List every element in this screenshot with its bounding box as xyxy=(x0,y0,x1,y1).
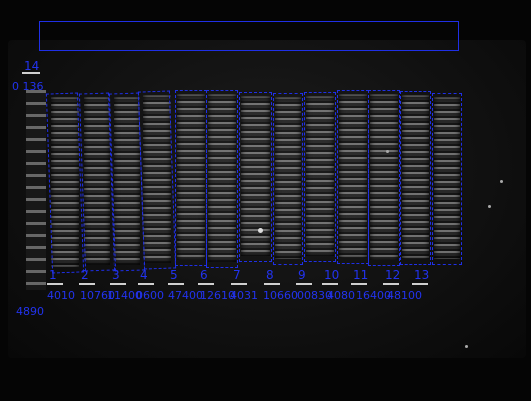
lane-6-bands xyxy=(208,94,236,262)
lane-4-tick xyxy=(138,283,154,285)
lane-10-volume: 4080 xyxy=(327,289,355,302)
lane-5-tick xyxy=(168,283,184,285)
speck xyxy=(500,180,503,183)
lane-13-bands xyxy=(434,97,460,259)
lane-6-roi[interactable] xyxy=(206,90,238,268)
lane-8-bands xyxy=(275,97,301,259)
lane-9-roi[interactable] xyxy=(304,92,336,262)
lane-1-number: 1 xyxy=(49,268,57,282)
speck xyxy=(465,345,468,348)
speck xyxy=(258,228,263,233)
lane-4-bands xyxy=(143,95,171,263)
bg-tick xyxy=(22,72,40,74)
speck xyxy=(386,150,389,153)
lane-1-volume: 4010 xyxy=(47,289,75,302)
lane-5-volume: 47400 xyxy=(168,289,203,302)
bg-roi-value: 0 136 xyxy=(12,80,44,93)
lane-11-tick xyxy=(351,283,367,285)
lane-3-bands xyxy=(114,97,140,265)
lane-9-tick xyxy=(296,283,312,285)
lane-10-bands xyxy=(339,94,367,258)
lane-9-bands xyxy=(306,96,334,256)
lane-11-volume: 16400 xyxy=(356,289,391,302)
lane-8-roi[interactable] xyxy=(273,93,303,265)
lane-2-bands xyxy=(84,97,110,265)
lane-10-number: 10 xyxy=(324,268,340,282)
lane-10-tick xyxy=(322,283,338,285)
lane-12-volume: 48100 xyxy=(387,289,422,302)
lane-3-tick xyxy=(110,283,126,285)
lane-11-roi[interactable] xyxy=(368,90,400,266)
lane-7-bands xyxy=(241,96,270,256)
lane-5-roi[interactable] xyxy=(175,90,207,266)
bg-roi-label: 14 xyxy=(24,59,40,73)
lane-1-bands xyxy=(51,97,79,267)
lane-3-volume: 11400 xyxy=(107,289,142,302)
lane-6-number: 6 xyxy=(200,268,208,282)
ladder-value: 4890 xyxy=(16,305,44,318)
lane-9-volume: 00830 xyxy=(297,289,332,302)
lane-4-number: 4 xyxy=(140,268,148,282)
lane-12-tick xyxy=(383,283,399,285)
lane-12-number: 12 xyxy=(385,268,401,282)
lane-13-number: 13 xyxy=(414,268,430,282)
lane-11-number: 11 xyxy=(353,268,369,282)
lane-7-number: 7 xyxy=(233,268,241,282)
lane-7-tick xyxy=(231,283,247,285)
lane-8-number: 8 xyxy=(266,268,274,282)
lane-7-roi[interactable] xyxy=(239,92,272,262)
lane-4-volume: 0600 xyxy=(136,289,164,302)
lane-2-number: 2 xyxy=(81,268,89,282)
lane-5-bands xyxy=(177,94,205,260)
lane-11-bands xyxy=(370,94,398,260)
lane-6-volume: 12610 xyxy=(200,289,235,302)
lane-2-volume: 10760 xyxy=(80,289,115,302)
lane-13-roi[interactable] xyxy=(432,93,462,265)
lane-6-tick xyxy=(198,283,214,285)
lane-4-roi[interactable] xyxy=(137,90,177,270)
lane-12-roi[interactable] xyxy=(400,91,431,265)
lane-10-roi[interactable] xyxy=(337,90,369,264)
lane-3-number: 3 xyxy=(112,268,120,282)
lane-9-number: 9 xyxy=(298,268,306,282)
lane-2-tick xyxy=(79,283,95,285)
lane-5-number: 5 xyxy=(170,268,178,282)
lane-13-tick xyxy=(412,283,428,285)
lane-7-volume: 4031 xyxy=(230,289,258,302)
lane-1-roi[interactable] xyxy=(45,92,85,274)
speck xyxy=(488,205,491,208)
lane-8-tick xyxy=(264,283,280,285)
molecular-weight-ladder xyxy=(26,90,46,290)
lane-1-tick xyxy=(47,283,63,285)
lane-8-volume: 10660 xyxy=(263,289,298,302)
lane-12-bands xyxy=(402,95,429,259)
image-title-roi[interactable] xyxy=(39,21,459,51)
